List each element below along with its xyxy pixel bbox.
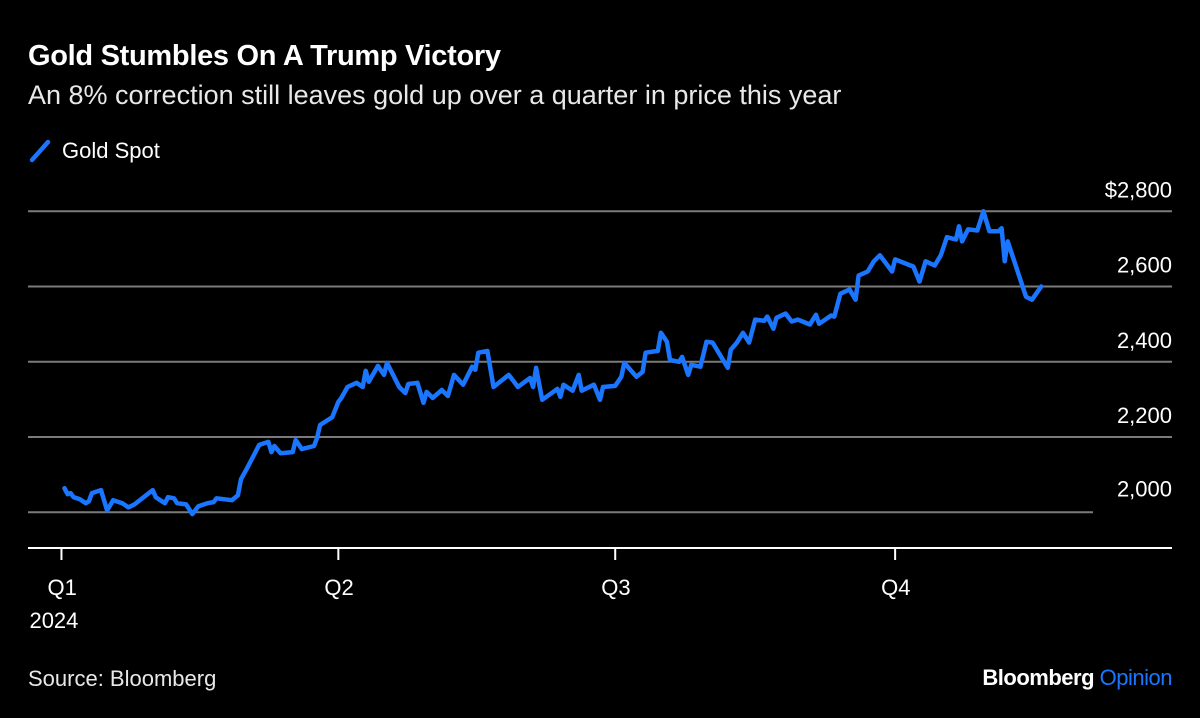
brand-name: Bloomberg: [982, 665, 1095, 690]
legend-label: Gold Spot: [62, 138, 160, 163]
series-line-gold-spot: [62, 209, 1044, 517]
legend: Gold Spot: [28, 138, 160, 164]
chart-subtitle: An 8% correction still leaves gold up ov…: [28, 80, 842, 110]
y-tick-label: 2,600: [1117, 253, 1172, 278]
x-tick-sublabel: 2024: [29, 608, 78, 633]
y-tick-label: 2,000: [1117, 476, 1172, 501]
brand-logo: Bloomberg Opinion: [982, 665, 1172, 691]
x-tick-label: Q1: [47, 575, 76, 600]
y-tick-label: 2,400: [1117, 328, 1172, 353]
x-tick-label: Q3: [601, 575, 630, 600]
x-tick-label: Q2: [324, 575, 353, 600]
brand-suffix: Opinion: [1099, 665, 1173, 690]
y-tick-label: $2,800: [1105, 177, 1172, 202]
x-tick-label: Q4: [881, 575, 910, 600]
chart-title: Gold Stumbles On A Trump Victory: [28, 40, 501, 72]
y-tick-label: 2,200: [1117, 403, 1172, 428]
source-note: Source: Bloomberg: [28, 666, 217, 691]
legend-swatch-icon: [29, 139, 51, 163]
